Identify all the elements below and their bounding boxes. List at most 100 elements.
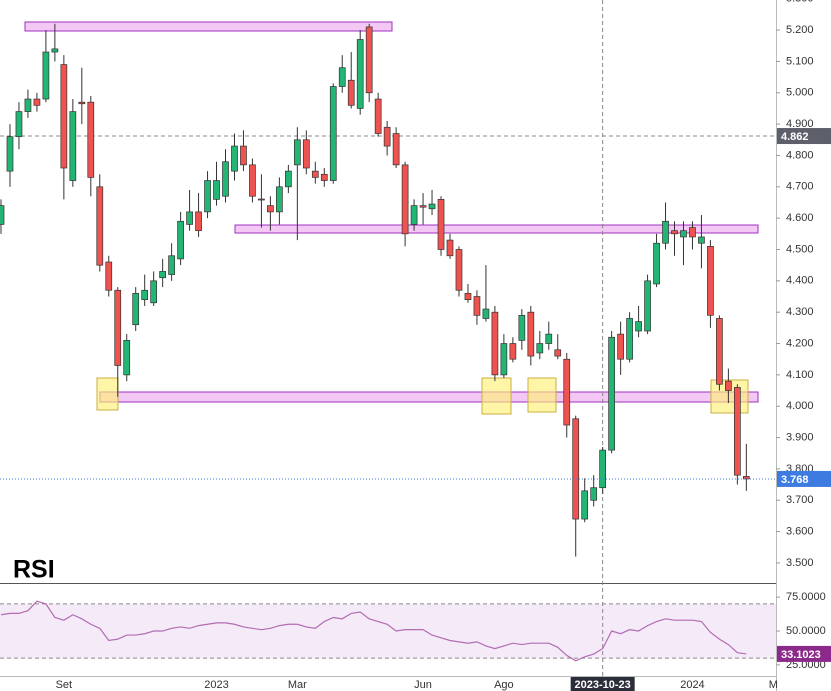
y-tick-label: 4.000 (786, 400, 814, 412)
candle-body (581, 490, 589, 520)
y-tick-label: 5.200 (786, 24, 814, 36)
candle-body (563, 358, 571, 426)
candle-body (545, 333, 553, 344)
candle-body (213, 180, 220, 200)
candle-body (51, 48, 59, 53)
candle-body (105, 261, 113, 291)
candle-body (240, 145, 247, 166)
candle-body (635, 321, 642, 332)
crosshair-date: 2023-10-23 (575, 679, 631, 691)
candle-body (96, 186, 104, 266)
y-tick-label: 3.700 (786, 494, 814, 506)
candle-body (734, 387, 741, 476)
candle-body (671, 230, 678, 235)
y-tick-label: 75.0000 (786, 591, 826, 603)
x-tick-label: 2023 (204, 679, 228, 691)
candle-body (276, 186, 283, 213)
candle-body (186, 211, 193, 225)
candle-body (69, 111, 77, 181)
candle-body (509, 343, 517, 360)
x-tick-label: Ago (494, 679, 514, 691)
candle-body (617, 333, 624, 360)
candle-body (725, 380, 732, 391)
candle-body (204, 180, 211, 213)
rsi-title: RSI (13, 556, 55, 584)
candle-body (267, 205, 274, 213)
candle-body (500, 343, 508, 376)
candle-body (320, 173, 328, 181)
zone (234, 224, 759, 234)
candle-body (60, 64, 68, 169)
candle-body (311, 170, 319, 178)
candle-body (680, 230, 687, 238)
x-tick-label: 2024 (680, 679, 704, 691)
candle-body (689, 227, 696, 238)
rsi-band (0, 603, 776, 659)
candle-body (662, 220, 669, 244)
y-tick-label: 3.500 (786, 557, 814, 569)
candle-body (356, 39, 364, 109)
candle-body (222, 161, 229, 197)
candle-body (536, 343, 544, 354)
y-tick-label: 4.800 (786, 149, 814, 161)
candle-body (455, 249, 463, 291)
candle-body (716, 318, 723, 385)
candle-body (482, 308, 490, 319)
candle-body (473, 296, 481, 316)
candle-body (464, 293, 472, 300)
candle-body (87, 101, 95, 178)
y-tick-label: 4.100 (786, 369, 814, 381)
candle-body (698, 236, 705, 244)
candle-body (608, 336, 615, 451)
y-tick-label: 3.600 (786, 526, 814, 538)
y-tick-label: 5.300 (786, 0, 814, 5)
candle-body (78, 101, 86, 105)
candle-body (383, 126, 391, 147)
candle-body (15, 111, 23, 138)
y-tick-label: 4.600 (786, 212, 814, 224)
candle-body (374, 98, 382, 134)
candle-body (518, 314, 526, 341)
candle-body (258, 198, 265, 201)
candle-body (401, 164, 409, 235)
y-tick-label: 4.200 (786, 337, 814, 349)
candle-body (392, 133, 400, 166)
y-tick-label: 3.900 (786, 431, 814, 443)
y-tick-label: 4.700 (786, 181, 814, 193)
candle-body (302, 139, 310, 169)
candle-body (293, 139, 301, 166)
candle-body (410, 205, 418, 225)
candle-body (6, 136, 14, 172)
crosshair-date-bg (570, 677, 635, 691)
candle-body (707, 246, 714, 316)
candle-body (590, 487, 598, 501)
x-tick-label: M (769, 679, 778, 691)
candle-body (437, 198, 445, 250)
candle-body (249, 164, 256, 197)
candle-body (329, 86, 337, 181)
price-label: 33.1023 (781, 649, 821, 661)
candle-body (419, 205, 427, 208)
candle-body (599, 449, 607, 489)
zone (24, 21, 393, 32)
price-label-bg (777, 645, 831, 662)
candle-body (231, 145, 238, 172)
highlight-box (96, 377, 119, 411)
x-tick-label: Jun (414, 679, 432, 691)
x-tick-label: Set (56, 679, 73, 691)
candle-body (0, 205, 5, 225)
zone (99, 391, 759, 403)
y-tick-label: 50.0000 (786, 625, 826, 637)
candle-body (141, 289, 149, 300)
candle-body (365, 26, 373, 94)
candle-body (653, 242, 660, 285)
candle-body (554, 349, 562, 357)
candle-body (285, 170, 292, 188)
candle-body (626, 318, 633, 360)
candle-body (572, 418, 580, 520)
candle-body (195, 211, 202, 232)
candle-body (177, 220, 184, 260)
x-tick-label: Mar (288, 679, 307, 691)
candle-body (742, 476, 750, 480)
